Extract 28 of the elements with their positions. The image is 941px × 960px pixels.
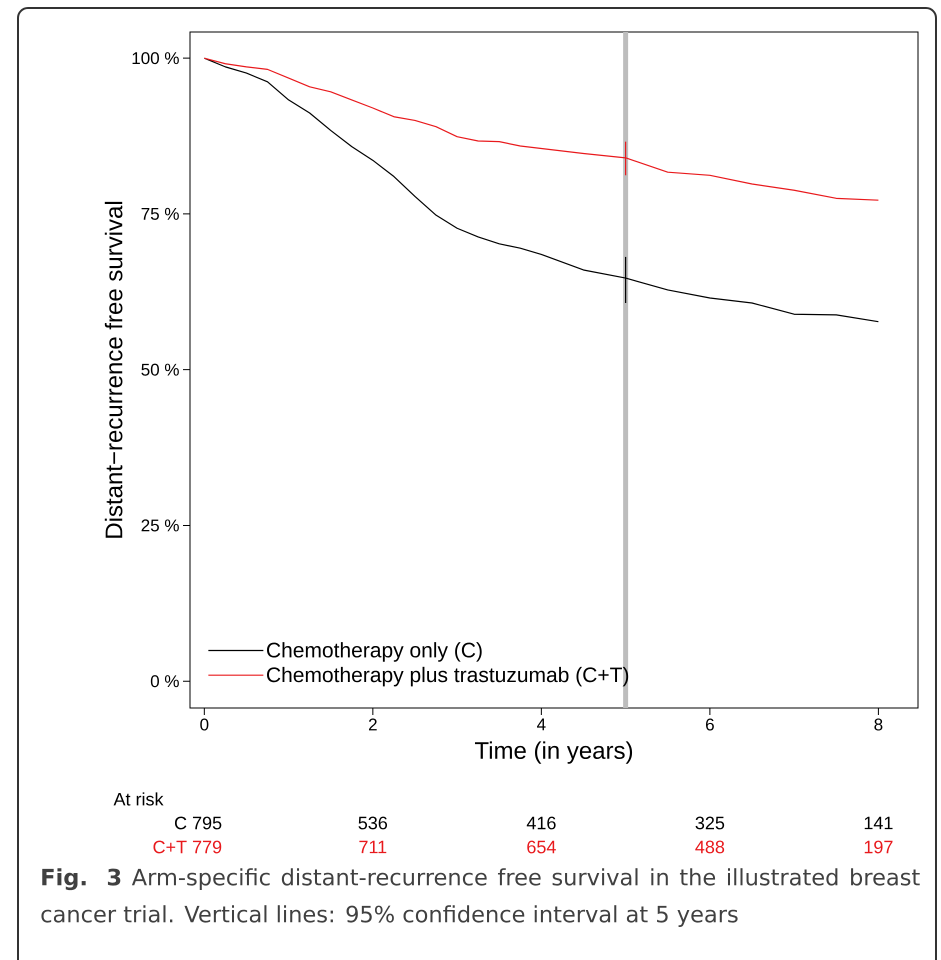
text: C+T 779 <box>153 840 222 854</box>
legend-label: Chemotherapy only (C) <box>267 642 482 662</box>
text: C 795 <box>174 816 222 830</box>
text: 488 <box>695 840 724 854</box>
text: 711 <box>359 840 386 854</box>
x-axis-title: Time (in years) <box>474 741 632 764</box>
text: 197 <box>864 840 893 854</box>
line-series <box>204 58 879 201</box>
text: Fig. 3 Arm-specific distant-recurrence free survival in the illustrated breast cancer trial. Vertical lines: 95% confidence interval at 5 years <box>41 868 920 927</box>
line-series <box>204 58 879 322</box>
x-tick-label: 4 <box>537 718 546 730</box>
y-tick-label: 75 % <box>142 208 179 220</box>
legend-label: Chemotherapy plus trastuzumab (C+T) <box>267 666 628 686</box>
x-tick-label: 8 <box>874 718 882 731</box>
y-tick-label: 50 % <box>141 364 179 376</box>
x-tick-label: 0 <box>200 718 208 731</box>
y-tick-label: 0 % <box>150 675 179 688</box>
y-tick-label: 100 % <box>132 52 179 64</box>
text: At risk <box>114 792 164 806</box>
x-tick-label: 2 <box>368 718 377 730</box>
text: 416 <box>526 816 556 830</box>
text: 536 <box>358 816 388 830</box>
text: 141 <box>864 816 893 830</box>
x-tick-label: 6 <box>706 718 714 731</box>
y-tick-label: 25 % <box>142 519 179 532</box>
text: 325 <box>696 816 724 830</box>
text: 654 <box>527 840 556 854</box>
y-axis-title: Distant−recurrence free survival <box>104 202 122 538</box>
